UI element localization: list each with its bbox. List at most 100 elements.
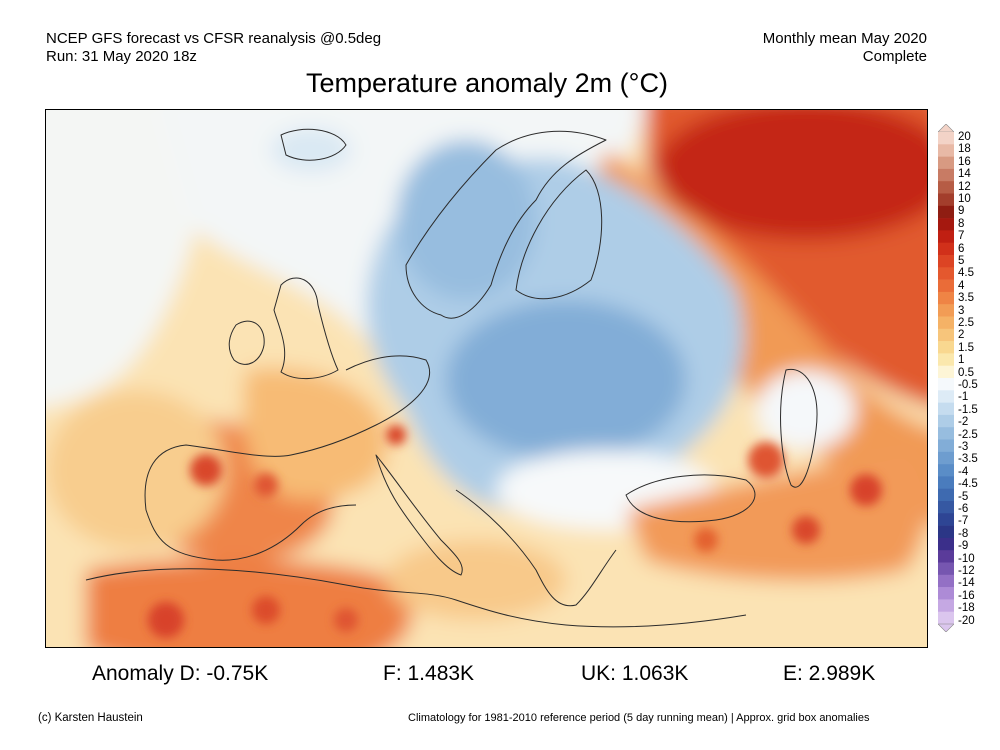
hotspot — [850, 474, 882, 506]
colorbar-tick-label: -4.5 — [958, 478, 978, 491]
colorbar-tick-label: 16 — [958, 155, 971, 168]
hotspot — [254, 473, 278, 497]
coastline-europe-atlantic — [144, 355, 431, 561]
colorbar-tick-label: -9 — [958, 540, 969, 553]
colorbar-tick-label: -1 — [958, 391, 969, 404]
anomaly-iceland-blue — [271, 128, 351, 172]
colorbar — [938, 124, 954, 632]
map-svg — [46, 110, 927, 647]
colorbar-tick-label: 4 — [958, 279, 965, 292]
coastline-iceland — [280, 128, 347, 161]
header-left: NCEP GFS forecast vs CFSR reanalysis @0.… — [46, 30, 381, 66]
anomaly-uk-stat: UK: 1.063K — [581, 662, 689, 685]
colorbar-swatch — [938, 464, 954, 477]
colorbar-tick-label: 10 — [958, 193, 971, 205]
colorbar-swatch — [938, 414, 954, 428]
colorbar-swatch — [938, 562, 954, 576]
colorbar-swatch — [938, 304, 954, 317]
colorbar-tick-label: -18 — [958, 602, 975, 615]
colorbar-swatch — [938, 193, 954, 207]
anomaly-west-atlantic-white — [46, 110, 204, 407]
colorbar-tick-label: 2.5 — [958, 317, 974, 329]
colorbar-swatch — [938, 378, 954, 391]
anomaly-f-stat: F: 1.483K — [383, 662, 475, 685]
coastline-ireland — [228, 320, 265, 365]
period-line: Monthly mean May 2020 — [762, 30, 927, 47]
coastline-britain — [273, 277, 339, 379]
status-line: Complete — [862, 48, 927, 65]
colorbar-tick-label: -7 — [958, 515, 969, 528]
stats-row: Anomaly D: -0.75K F: 1.483K UK: 1.063K E… — [0, 662, 1000, 690]
anomaly-med-light — [386, 540, 566, 620]
colorbar-swatch — [938, 550, 954, 563]
colorbar-swatch — [938, 488, 954, 502]
colorbar-tick-label: 7 — [958, 230, 965, 243]
hotspot — [148, 602, 184, 638]
colorbar-swatch — [938, 267, 954, 280]
colorbar-swatch — [938, 427, 954, 440]
colorbar-swatch — [938, 230, 954, 243]
colorbar-tick-label: -3 — [958, 441, 969, 453]
colorbar-swatch — [938, 501, 954, 514]
colorbar-swatch — [938, 476, 954, 489]
coastline-finland — [515, 169, 603, 300]
colorbar-swatch — [938, 451, 954, 465]
colorbar-tick-label: -20 — [958, 614, 975, 627]
colorbar-swatch — [938, 328, 954, 342]
colorbar-tick-label: 2 — [958, 329, 965, 342]
colorbar-tick-label: -2 — [958, 416, 969, 429]
map-title: Temperature anomaly 2m (°C) — [306, 68, 668, 98]
anomaly-caspian-white — [756, 370, 856, 450]
source-line: NCEP GFS forecast vs CFSR reanalysis @0.… — [46, 30, 382, 47]
colorbar-tick-label: 9 — [958, 205, 965, 218]
colorbar-swatch — [938, 587, 954, 600]
colorbar-tick-label: -8 — [958, 527, 969, 540]
colorbar-tick-label: 0.5 — [958, 366, 974, 379]
anomaly-france-light-orange — [243, 368, 388, 500]
colorbar-swatch — [938, 574, 954, 588]
colorbar-tick-label: 20 — [958, 131, 971, 143]
hotspot — [190, 454, 222, 486]
colorbar-bottom-arrow — [938, 623, 954, 632]
colorbar-tick-label: 3 — [958, 304, 965, 317]
anomaly-russia-core — [656, 110, 927, 240]
header-right: Monthly mean May 2020 Complete — [763, 30, 927, 66]
coastline-italy — [375, 454, 463, 576]
coastline-scandinavia — [405, 130, 607, 319]
colorbar-swatch — [938, 255, 954, 268]
colorbar-tick-label: 18 — [958, 143, 971, 156]
colorbar-tick-label: -14 — [958, 577, 975, 590]
colorbar-tick-label: 6 — [958, 242, 965, 255]
colorbar-top-arrow — [938, 124, 954, 133]
colorbar-tick-label: -5 — [958, 490, 969, 503]
colorbar-tick-label: 3.5 — [958, 292, 974, 305]
coastline-africa — [85, 568, 747, 628]
colorbar-tick-label: -12 — [958, 565, 975, 577]
hotspot — [252, 596, 280, 624]
colorbar-swatch — [938, 611, 954, 625]
colorbar-swatch — [938, 168, 954, 182]
credit-text: (c) Karsten Haustein — [38, 712, 143, 724]
colorbar-swatch — [938, 365, 954, 379]
colorbar-swatch — [938, 341, 954, 354]
anomaly-e-stat: E: 2.989K — [783, 662, 876, 685]
coastline-black-sea — [625, 474, 756, 523]
colorbar-swatch — [938, 156, 954, 170]
coastline-caspian — [780, 368, 818, 488]
colorbar-swatch — [938, 525, 954, 539]
colorbar-swatch — [938, 218, 954, 231]
coastlines — [85, 128, 818, 628]
hotspot — [748, 442, 784, 478]
run-line: Run: 31 May 2020 18z — [46, 48, 197, 65]
colorbar-tick-label: 1.5 — [958, 341, 974, 354]
colorbar-swatch — [938, 181, 954, 194]
colorbar-swatch — [938, 132, 954, 145]
colorbar-tick-label: 12 — [958, 180, 971, 193]
colorbar-swatch — [938, 390, 954, 403]
anomaly-north-africa-orange — [86, 559, 412, 647]
hotspot — [694, 528, 718, 552]
colorbar-tick-label: -0.5 — [958, 379, 978, 391]
colorbar-tick-label: 14 — [958, 168, 971, 181]
colorbar-swatch — [938, 513, 954, 526]
anomaly-d-stat: Anomaly D: -0.75K — [92, 662, 269, 685]
